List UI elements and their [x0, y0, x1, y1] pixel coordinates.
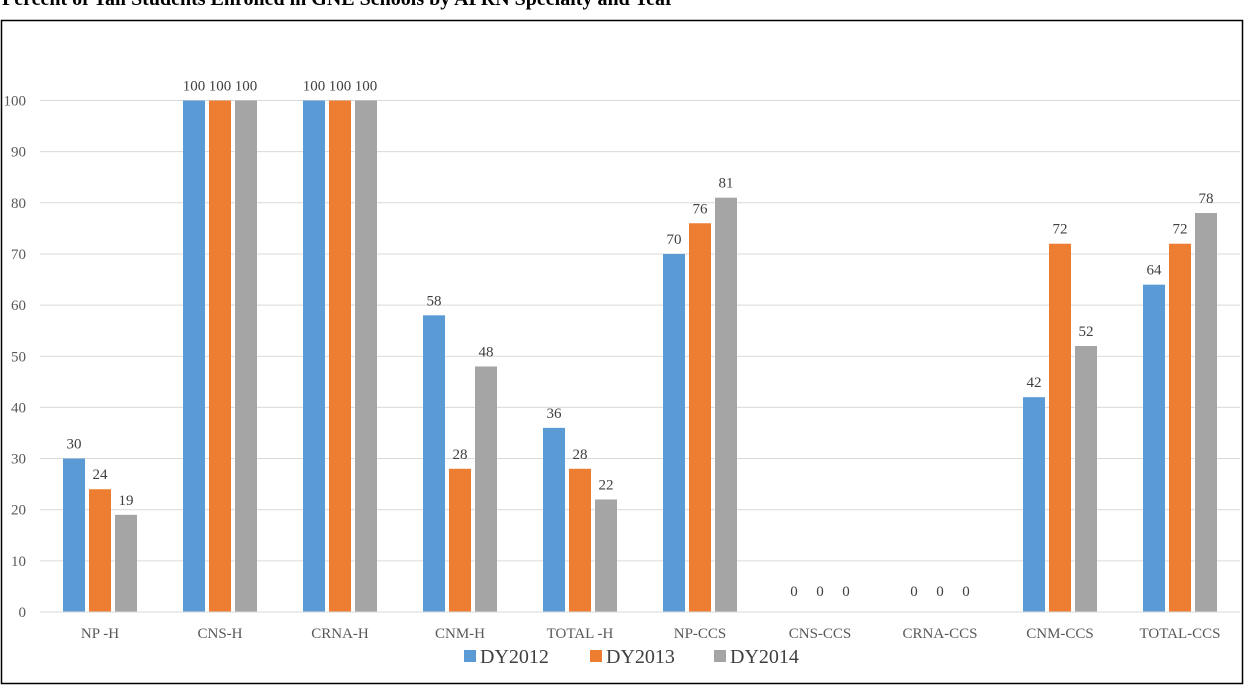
data-label: 42	[1027, 375, 1042, 391]
x-tick-label: CNS-CCS	[789, 626, 852, 642]
data-label: 48	[479, 344, 494, 360]
y-tick-label: 30	[11, 452, 26, 468]
data-label: 100	[355, 79, 378, 95]
bar	[63, 458, 85, 612]
chart-frame	[0, 19, 1244, 685]
legend-label: DY2013	[606, 646, 675, 668]
bar	[209, 100, 231, 612]
x-tick-label: NP-CCS	[674, 626, 727, 642]
data-label: 28	[573, 447, 588, 463]
y-tick-label: 20	[11, 503, 26, 519]
x-tick-label: CNM-CCS	[1026, 626, 1094, 642]
chart-title: Percent of Tall Students Enrolled in GNE…	[2, 0, 674, 10]
data-label: 100	[183, 79, 206, 95]
bar	[543, 427, 565, 612]
bar	[183, 100, 205, 612]
x-tick-label: CRNA-CCS	[902, 626, 977, 642]
data-label: 58	[427, 293, 442, 309]
data-label: 0	[842, 584, 850, 600]
data-label: 72	[1053, 222, 1068, 238]
bar	[663, 253, 685, 612]
data-label: 0	[962, 584, 970, 600]
x-axis-ticks: NP -H CNS-H CRNA-H CNM-H TOTAL -H NP-CCS CNS-C…	[81, 626, 1221, 642]
x-tick-label: TOTAL-CCS	[1139, 626, 1220, 642]
data-label: 28	[453, 447, 468, 463]
data-label: 64	[1147, 263, 1163, 279]
bar	[1075, 346, 1097, 612]
bar	[715, 197, 737, 612]
y-tick-label: 90	[11, 145, 26, 161]
x-tick-label: CRNA-H	[311, 626, 369, 642]
legend-swatch	[464, 650, 476, 662]
bar	[689, 223, 711, 612]
bar	[423, 315, 445, 612]
legend-label: DY2012	[480, 646, 549, 668]
data-label: 0	[816, 584, 824, 600]
data-label: 0	[936, 584, 944, 600]
data-label: 19	[119, 493, 134, 509]
data-label: 78	[1199, 191, 1214, 207]
bar	[449, 468, 471, 612]
data-label: 52	[1079, 324, 1094, 340]
legend-swatch	[714, 650, 726, 662]
bar	[89, 489, 111, 612]
data-label: 100	[329, 79, 352, 95]
bar	[475, 366, 497, 612]
y-tick-label: 40	[11, 400, 26, 416]
x-tick-label: CNS-H	[197, 626, 242, 642]
y-tick-label: 10	[11, 554, 26, 570]
y-tick-label: 60	[11, 298, 26, 314]
data-label: 72	[1173, 222, 1188, 238]
x-tick-label: NP -H	[81, 626, 119, 642]
legend-label: DY2014	[730, 646, 799, 668]
data-label: 70	[667, 232, 682, 248]
y-tick-label: 50	[11, 349, 26, 365]
bar	[1023, 397, 1045, 612]
x-tick-label: TOTAL -H	[547, 626, 614, 642]
y-tick-label: 80	[11, 196, 26, 212]
data-label: 36	[547, 406, 563, 422]
data-label: 24	[93, 467, 109, 483]
y-axis-ticks: 0 10 20 30 40 50 60 70 80 90 100	[4, 94, 27, 622]
data-label: 100	[235, 79, 258, 95]
data-label: 100	[303, 79, 326, 95]
bar	[303, 100, 325, 612]
x-tick-label: CNM-H	[435, 626, 485, 642]
legend: DY2012 DY2013 DY2014	[464, 646, 799, 668]
y-tick-label: 70	[11, 247, 26, 263]
data-label: 81	[719, 176, 734, 192]
legend-swatch	[590, 650, 602, 662]
bar	[595, 499, 617, 612]
data-label: 0	[790, 584, 798, 600]
data-label: 100	[209, 79, 232, 95]
bar	[235, 100, 257, 612]
data-label: 30	[67, 437, 82, 453]
bar	[569, 468, 591, 612]
y-tick-label: 0	[19, 605, 27, 621]
y-tick-label: 100	[4, 94, 27, 110]
bar	[1195, 213, 1217, 612]
bar	[1143, 284, 1165, 612]
bars	[63, 100, 1217, 612]
bar	[1169, 243, 1191, 612]
bar	[115, 514, 137, 612]
data-label: 0	[910, 584, 918, 600]
bar	[329, 100, 351, 612]
bar	[1049, 243, 1071, 612]
bar	[355, 100, 377, 612]
data-label: 22	[599, 477, 614, 493]
data-label: 76	[693, 201, 709, 217]
